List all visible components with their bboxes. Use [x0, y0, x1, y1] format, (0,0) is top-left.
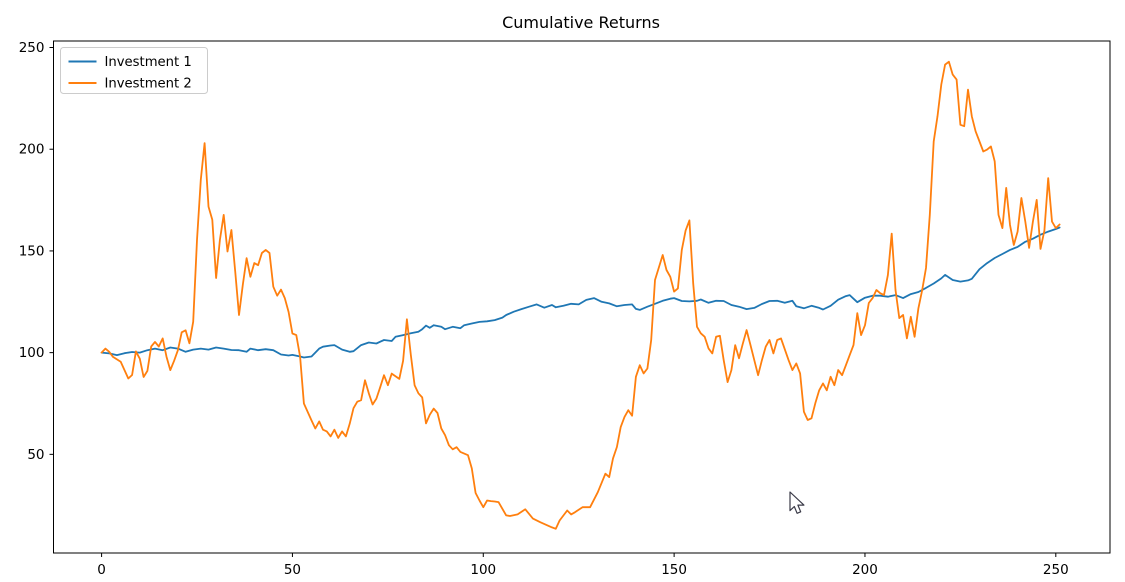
legend: Investment 1 Investment 2: [60, 47, 208, 94]
y-tick-label: 150: [19, 243, 45, 259]
y-tick-label: 100: [19, 345, 45, 361]
cursor-arrow-icon: [789, 491, 805, 514]
series-lines: [100, 60, 1061, 530]
x-tick-label: 150: [661, 562, 687, 578]
legend-label: Investment 1: [105, 55, 192, 70]
y-tick-label: 200: [19, 142, 45, 158]
x-axis: 0 50 100 150 200 250: [97, 553, 1069, 578]
legend-label: Investment 2: [105, 77, 192, 92]
y-tick-label: 50: [27, 447, 44, 463]
series-line-2: [100, 60, 1061, 530]
chart-title: Cumulative Returns: [502, 13, 660, 32]
plot-border: [53, 40, 1111, 554]
x-tick-label: 50: [284, 562, 301, 578]
plot-area: [53, 40, 1111, 554]
mouse-cursor: [789, 491, 805, 514]
y-tick-label: 250: [19, 40, 45, 56]
legend-box: [60, 47, 208, 94]
x-tick-label: 250: [1043, 562, 1069, 578]
series-line-1: [100, 226, 1061, 359]
x-tick-label: 200: [852, 562, 878, 578]
x-tick-label: 100: [470, 562, 496, 578]
y-axis: 50 100 150 200 250: [19, 40, 54, 463]
x-tick-label: 0: [97, 562, 106, 578]
